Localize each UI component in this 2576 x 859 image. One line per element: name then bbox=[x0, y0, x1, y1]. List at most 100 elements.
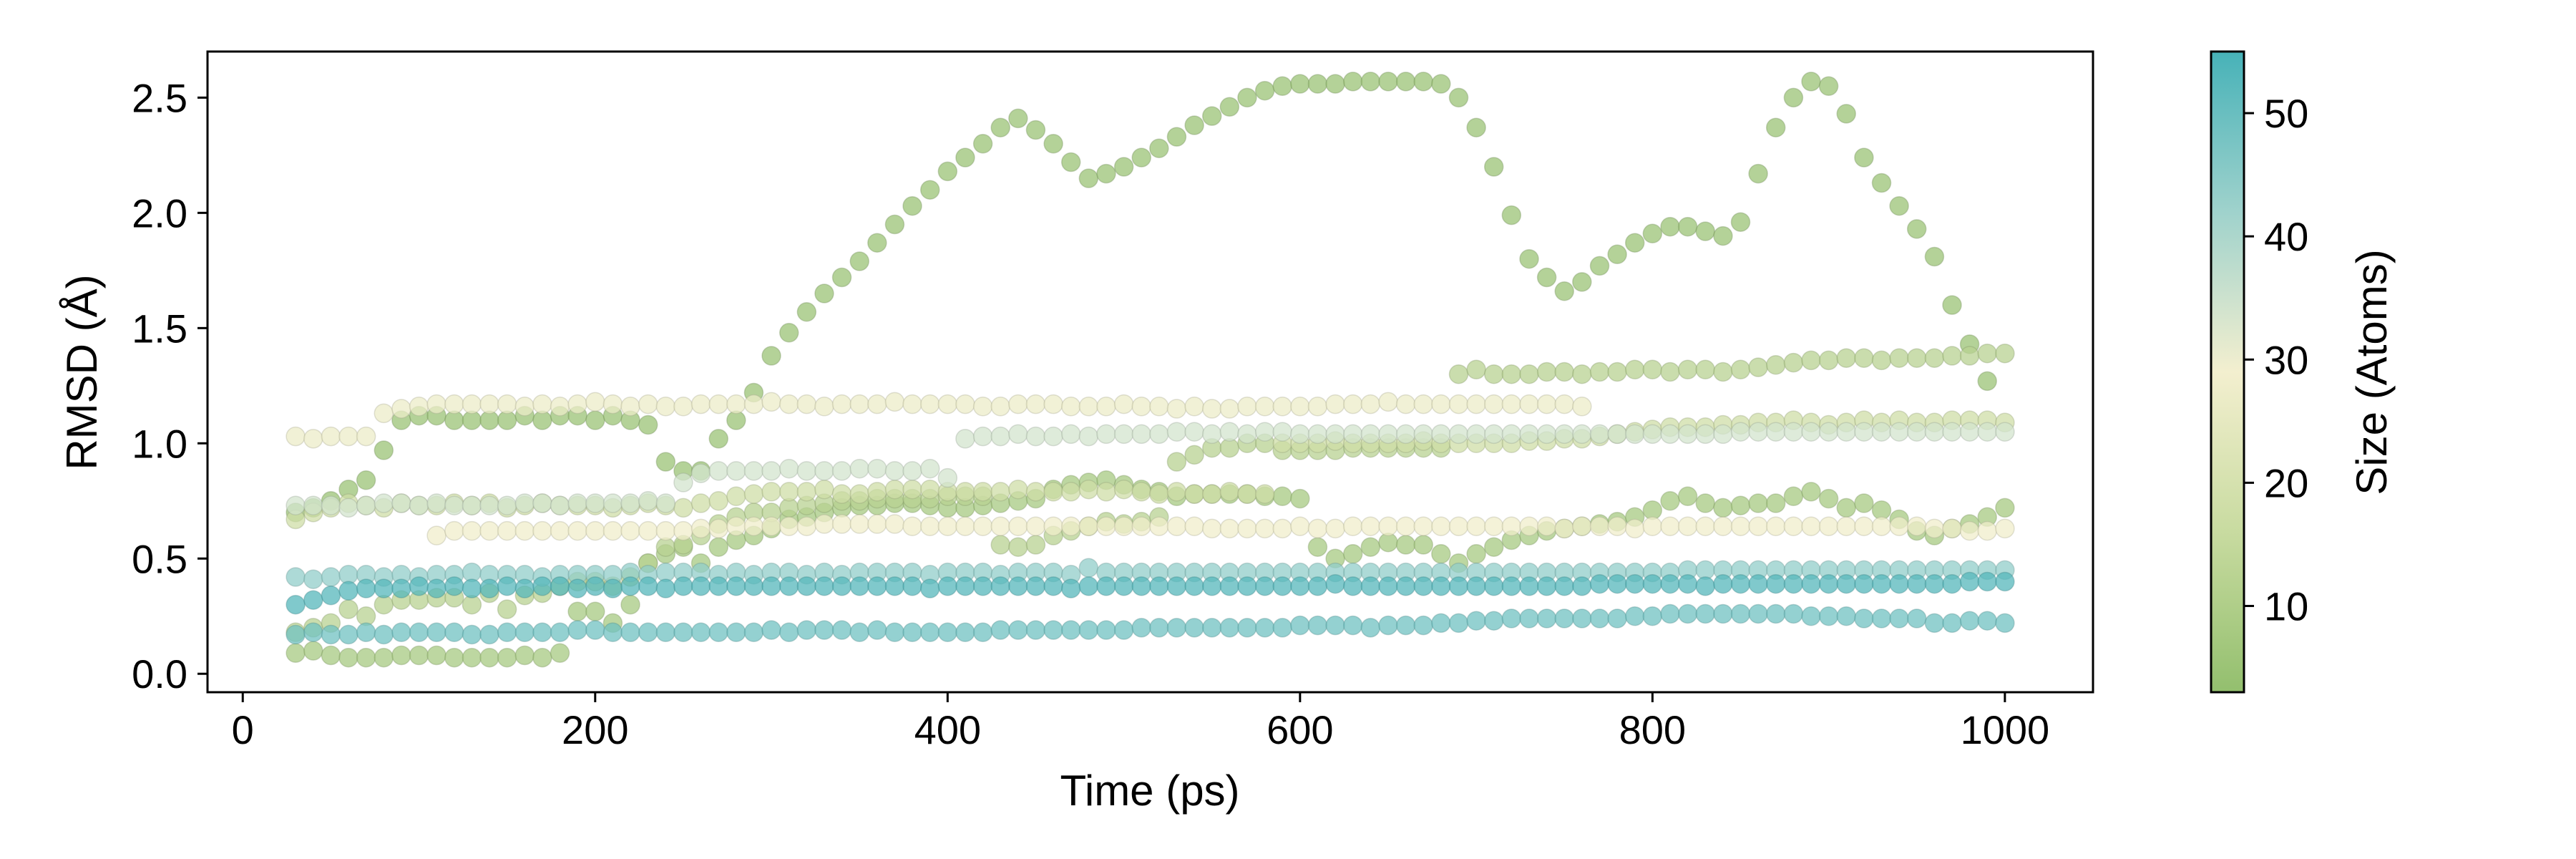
data-point bbox=[1043, 134, 1063, 154]
data-point bbox=[1219, 482, 1240, 502]
data-point bbox=[831, 576, 852, 596]
data-point bbox=[1184, 576, 1204, 596]
y-tick-label: 2.5 bbox=[132, 75, 187, 120]
data-point bbox=[814, 620, 834, 640]
data-point bbox=[391, 399, 411, 419]
data-point bbox=[1536, 361, 1557, 382]
data-point bbox=[1818, 573, 1839, 594]
data-point bbox=[919, 479, 940, 500]
data-point bbox=[1677, 603, 1698, 624]
data-point bbox=[514, 397, 535, 417]
data-point bbox=[1501, 516, 1522, 536]
data-point bbox=[1466, 516, 1486, 536]
data-point bbox=[1924, 246, 1945, 267]
data-point bbox=[972, 622, 993, 643]
data-point bbox=[1801, 482, 1821, 502]
data-point bbox=[638, 576, 658, 596]
data-point bbox=[849, 458, 869, 479]
data-point bbox=[726, 576, 746, 596]
data-point bbox=[1025, 535, 1046, 555]
data-point bbox=[462, 578, 482, 598]
data-point bbox=[655, 397, 676, 417]
data-point bbox=[1254, 397, 1275, 417]
data-point bbox=[1184, 516, 1204, 536]
data-point bbox=[1113, 516, 1134, 536]
data-point bbox=[479, 624, 499, 645]
data-point bbox=[1307, 518, 1328, 539]
colorbar bbox=[2210, 50, 2245, 694]
data-point bbox=[1871, 573, 1892, 594]
data-point bbox=[1008, 394, 1028, 414]
data-point bbox=[585, 576, 605, 596]
data-point bbox=[831, 484, 852, 504]
data-point bbox=[1360, 537, 1381, 557]
data-point bbox=[708, 394, 728, 414]
data-point bbox=[1572, 272, 1592, 292]
data-point bbox=[796, 516, 817, 536]
data-point bbox=[691, 463, 711, 483]
data-point bbox=[1906, 422, 1927, 442]
data-point bbox=[1642, 573, 1663, 594]
data-point bbox=[1307, 576, 1328, 596]
colorbar-tick-label: 10 bbox=[2264, 584, 2308, 629]
data-point bbox=[1765, 573, 1786, 594]
data-point bbox=[1660, 424, 1680, 445]
data-point bbox=[1572, 608, 1592, 629]
data-point bbox=[743, 484, 764, 504]
data-point bbox=[1008, 516, 1028, 536]
data-point bbox=[1677, 486, 1698, 507]
data-point bbox=[497, 576, 517, 596]
data-point bbox=[1448, 613, 1469, 634]
data-point bbox=[1307, 615, 1328, 636]
data-point bbox=[602, 578, 623, 598]
data-point bbox=[1607, 424, 1627, 445]
data-point bbox=[972, 576, 993, 596]
data-point bbox=[1554, 424, 1574, 445]
data-point bbox=[1219, 576, 1240, 596]
data-point bbox=[1025, 482, 1046, 502]
data-point bbox=[1977, 343, 1997, 364]
data-point bbox=[1025, 576, 1046, 596]
data-point bbox=[1131, 147, 1151, 168]
data-point bbox=[779, 458, 799, 479]
data-point bbox=[1660, 573, 1680, 594]
data-point bbox=[1642, 424, 1663, 445]
data-point bbox=[831, 394, 852, 414]
data-point bbox=[1695, 516, 1715, 536]
data-point bbox=[1695, 493, 1715, 513]
data-point bbox=[1237, 618, 1257, 638]
data-point bbox=[1554, 608, 1574, 629]
data-point bbox=[374, 403, 394, 424]
data-point bbox=[691, 493, 711, 513]
data-point bbox=[937, 467, 958, 488]
data-point bbox=[1783, 486, 1804, 507]
data-point bbox=[1642, 516, 1663, 536]
data-point bbox=[1360, 424, 1381, 445]
data-point bbox=[919, 180, 940, 200]
data-point bbox=[1713, 498, 1733, 518]
data-point bbox=[1201, 576, 1222, 596]
data-point bbox=[1730, 212, 1751, 232]
data-point bbox=[1501, 576, 1522, 596]
data-point bbox=[567, 493, 587, 513]
data-point bbox=[849, 576, 869, 596]
data-point bbox=[796, 461, 817, 481]
data-point bbox=[1783, 603, 1804, 624]
data-point bbox=[1272, 397, 1292, 417]
data-point bbox=[426, 578, 447, 598]
data-point bbox=[1008, 424, 1028, 445]
data-point bbox=[391, 493, 411, 513]
data-point bbox=[444, 520, 464, 541]
data-point bbox=[1483, 364, 1504, 384]
data-point bbox=[374, 493, 394, 513]
data-point bbox=[1924, 422, 1945, 442]
data-point bbox=[867, 233, 887, 253]
data-point bbox=[761, 346, 781, 366]
data-point bbox=[638, 394, 658, 414]
data-point bbox=[1536, 424, 1557, 445]
data-point bbox=[638, 520, 658, 541]
data-point bbox=[1959, 346, 1980, 366]
data-point bbox=[1836, 573, 1856, 594]
data-point bbox=[1942, 295, 1962, 315]
data-point bbox=[1854, 422, 1874, 442]
